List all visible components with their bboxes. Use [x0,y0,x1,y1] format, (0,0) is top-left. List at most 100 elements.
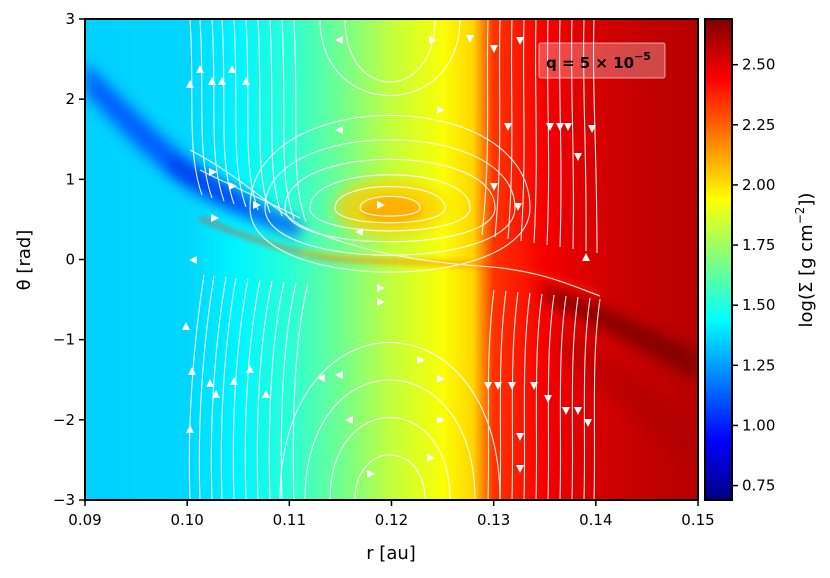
x-tick-label: 0.09 [68,511,101,529]
annotation-exponent: −5 [634,50,651,63]
streamline [511,291,519,500]
streamline-arrowhead [262,390,270,398]
streamline [292,283,309,500]
streamline [245,19,259,211]
colorbar-frame [704,18,733,501]
streamline [189,149,601,297]
annotation-text: q = 5 × 10−5 [546,50,651,72]
streamline-arrowhead [211,214,219,222]
streamline [319,19,461,96]
streamline-arrowhead [490,183,498,191]
streamline-arrowhead [228,65,236,73]
x-tick-label: 0.10 [170,511,203,529]
colorbar-fill [705,19,732,500]
streamline-arrowhead [377,201,385,209]
x-tick-label: 0.11 [273,511,306,529]
streamline-arrowhead [584,419,592,427]
streamline [535,293,543,500]
streamline-arrowhead [530,382,538,390]
parameter-annotation: q = 5 × 10−5 [538,42,666,79]
streamline [499,290,507,500]
streamline-arrowhead [516,465,524,473]
streamline-arrowhead [516,37,524,45]
streamline-arrowhead [345,416,353,424]
streamline [481,19,489,236]
streamline [189,19,203,196]
streamline-arrowhead [564,123,572,131]
streamline [593,298,601,500]
colorbar-label-close: ]) [796,193,817,207]
streamline-arrowhead [437,375,445,383]
streamline-arrowhead [556,123,564,131]
colorbar-tick-label: 1.75 [742,236,775,254]
streamline-arrowhead [574,153,582,161]
y-tick-label: 1 [65,170,75,188]
annotation-box [538,42,666,79]
streamline-arrowhead [588,125,596,133]
streamline [293,19,307,223]
colorbar-tick-label: 2.00 [742,176,775,194]
colorbar-label-exponent: −2 [793,207,807,225]
streamline-arrowhead [242,77,250,85]
streamline-arrowhead [212,390,220,398]
colorbar-tick-label: 1.25 [742,356,775,374]
x-tick-label: 0.12 [375,511,408,529]
heatmap-dark-low-core [170,158,250,206]
streamline [284,158,496,243]
streamline [507,19,513,240]
streamline [571,296,579,500]
streamline-arrowhead [544,395,552,403]
y-axis: 3 2 1 0 −1 −2 −3 [53,10,85,509]
streamline-arrowhead [484,382,492,390]
streamline-arrowhead [562,407,570,415]
streamline-arrowhead [186,425,194,433]
streamline-arrowhead [437,416,445,424]
x-axis: 0.09 0.10 0.11 0.12 0.13 0.14 0.15 [68,500,715,529]
streamline [344,19,436,83]
streamline [210,276,227,500]
streamline-arrowhead [546,123,554,131]
streamline [523,292,531,500]
streamline [533,19,537,244]
y-tick-label: −3 [53,491,75,509]
streamline-arrowhead [427,454,435,462]
x-axis-label: r [au] [366,543,416,564]
streamline [582,19,587,252]
streamline-arrowhead [508,382,516,390]
colorbar-tick-label: 2.25 [742,116,775,134]
streamline-arrowhead [429,36,437,44]
streamline-arrowhead [317,374,325,382]
y-axis-label: θ [rad] [14,230,35,291]
streamline-arrowhead [246,365,254,373]
streamline [583,297,591,500]
streamline [199,169,301,219]
streamline [198,275,215,500]
streamline [592,19,598,254]
streamline [188,274,205,500]
streamline-arrowhead [516,433,524,441]
streamline [559,295,567,500]
streamline-arrowhead [504,123,512,131]
streamline [264,139,516,256]
colorbar-ticks: 2.50 2.25 2.00 1.75 1.50 1.25 1.00 0.75 [732,56,775,495]
streamline-arrowhead [253,201,261,209]
streamline [359,195,421,217]
streamline [244,279,261,500]
streamline [256,280,273,500]
streamline-arrowhead [335,36,343,44]
x-tick-label: 0.14 [579,511,612,529]
streamline [520,19,525,242]
streamline-arrowhead [208,77,216,85]
streamline-arrows [182,35,596,478]
streamline-arrowhead [186,80,194,88]
colorbar-tick-label: 0.75 [742,477,775,495]
streamline [269,19,283,217]
streamline [487,289,495,500]
y-tick-label: 2 [65,90,75,108]
streamline [211,19,225,202]
streamline-arrowhead [494,382,502,390]
x-tick-label: 0.15 [681,511,714,529]
streamline [570,19,575,250]
streamlines [188,19,601,500]
streamline-arrowhead [466,35,474,43]
